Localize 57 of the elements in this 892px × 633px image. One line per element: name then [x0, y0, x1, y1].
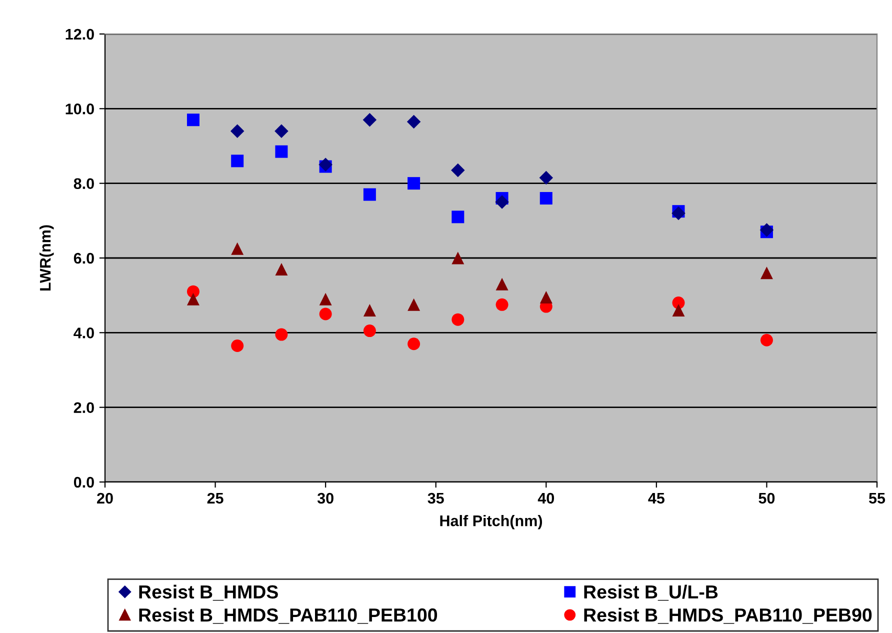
- x-tick-label: 25: [207, 492, 224, 504]
- point: [275, 262, 288, 276]
- point: [540, 290, 552, 304]
- legend-label: Resist B_HMDS_PAB110_PEB100: [139, 608, 438, 624]
- point: [496, 298, 508, 311]
- y-tick-label: 0.0: [74, 476, 94, 488]
- legend-label: Resist B_HMDS: [139, 584, 278, 601]
- x-tick-label: 40: [538, 492, 554, 504]
- point: [231, 154, 244, 168]
- x-axis-title: Half Pitch(nm): [440, 514, 542, 530]
- point: [495, 195, 509, 209]
- x-tick-label: 20: [97, 492, 113, 504]
- point: [186, 292, 200, 306]
- y-axis-title: LWR(nm): [40, 225, 54, 290]
- point: [672, 206, 686, 220]
- y-tick-label: 4.0: [74, 328, 94, 338]
- legend-label: Resist B_HMDS_PAB110_PEB90: [584, 608, 872, 624]
- point: [540, 192, 552, 205]
- point: [275, 145, 288, 158]
- point: [363, 324, 376, 338]
- point: [231, 339, 244, 352]
- x-tick-label: 50: [758, 492, 775, 504]
- point: [496, 278, 508, 290]
- point: [451, 163, 465, 178]
- point: [274, 124, 288, 138]
- point: [362, 112, 377, 127]
- point: [408, 298, 420, 311]
- y-tick-label: 2.0: [74, 402, 94, 414]
- y-tick-label: 10.0: [66, 104, 94, 114]
- point: [406, 114, 421, 129]
- point: [231, 242, 244, 255]
- point: [452, 313, 464, 326]
- point: [760, 223, 774, 237]
- point: [760, 334, 773, 346]
- x-tick-label: 30: [317, 492, 334, 504]
- point: [319, 308, 332, 320]
- point: [539, 170, 554, 185]
- point: [452, 252, 464, 264]
- point: [363, 188, 376, 201]
- point: [363, 304, 376, 317]
- x-tick-label: 55: [868, 492, 886, 504]
- x-tick-label: 35: [428, 492, 444, 504]
- point: [408, 338, 420, 350]
- legend-label: Resist B_U/L-B: [584, 584, 718, 601]
- x-tick-label: 45: [648, 492, 664, 504]
- y-tick-label: 6.0: [74, 252, 94, 264]
- point: [408, 177, 420, 190]
- y-tick-label: 12.0: [66, 28, 94, 40]
- point: [275, 328, 288, 341]
- point: [230, 124, 244, 138]
- y-tick-label: 8.0: [74, 178, 94, 190]
- point: [186, 114, 200, 126]
- point: [319, 292, 332, 306]
- point: [318, 158, 332, 172]
- point: [672, 304, 685, 317]
- point: [452, 210, 464, 224]
- point: [760, 266, 773, 280]
